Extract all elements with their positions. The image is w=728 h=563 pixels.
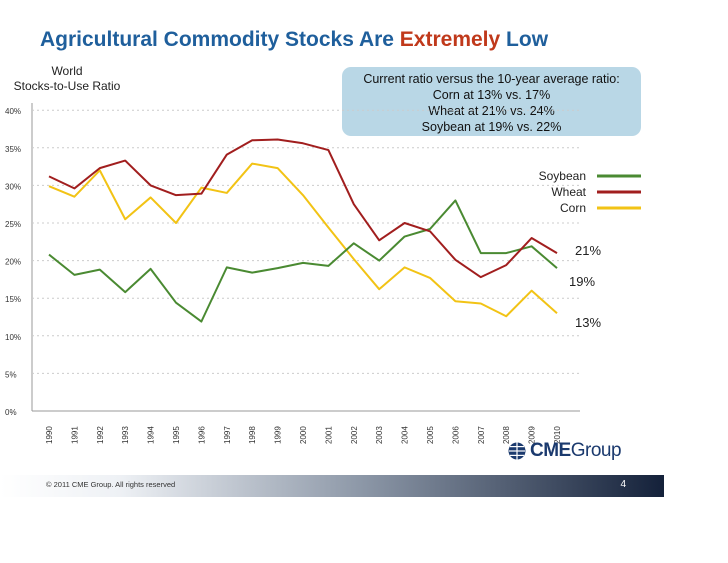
x-tick-label: 1998: [248, 426, 257, 444]
x-tick-label: 2008: [502, 426, 511, 444]
series-line-soybean: [48, 199, 558, 323]
callout-line: Wheat at 21% vs. 24%: [428, 104, 555, 118]
x-tick-label: 2009: [528, 426, 537, 444]
logo-group: Group: [570, 440, 622, 461]
y-tick-label: 15%: [5, 295, 21, 304]
y-tick-label: 5%: [5, 370, 17, 379]
y-tick-label: 10%: [5, 333, 21, 342]
y-axis-label-line2: Stocks-to-Use Ratio: [13, 79, 121, 93]
x-tick-label: 2003: [375, 426, 384, 444]
series-line-wheat: [48, 138, 558, 279]
legend-label-corn: Corn: [560, 201, 586, 215]
x-tick-label: 2002: [350, 426, 359, 444]
x-tick-label: 1993: [121, 426, 130, 444]
x-tick-label: 1996: [197, 426, 206, 444]
x-tick-label: 1992: [96, 426, 105, 444]
logo-wordmark: CMEGroup: [530, 440, 622, 462]
series-line-corn: [48, 162, 558, 318]
title-tail: Low: [500, 28, 549, 51]
slide-title: Agricultural Commodity Stocks Are Extrem…: [40, 28, 548, 52]
x-tick-label: 1990: [45, 426, 54, 444]
callout-line: Current ratio versus the 10-year average…: [363, 72, 620, 86]
y-tick-label: 35%: [5, 145, 21, 154]
line-chart: 0% 5% 10% 15% 20% 25% 30% 35% 40% 1990 1991 1992 199…: [5, 103, 641, 444]
callout-box: Current ratio versus the 10-year average…: [342, 67, 641, 136]
logo-cme: CME: [530, 440, 571, 461]
x-tick-label: 2000: [299, 426, 308, 444]
y-axis-label-line1: World: [51, 64, 83, 78]
title-accent: Extremely: [399, 28, 501, 51]
title-main: Agricultural Commodity Stocks Are: [40, 28, 400, 51]
globe-icon: [508, 442, 526, 460]
y-tick-label: 30%: [5, 182, 21, 191]
x-tick-label: 2007: [477, 426, 486, 444]
end-label-wheat: 21%: [575, 243, 601, 258]
x-tick-label: 1995: [172, 426, 181, 444]
end-label-corn: 13%: [575, 315, 601, 330]
x-tick-label: 1997: [223, 426, 232, 444]
x-tick-label: 1991: [70, 426, 79, 444]
y-axis-label: World Stocks-to-Use Ratio: [8, 64, 126, 94]
copyright-text: © 2011 CME Group. All rights reserved: [46, 480, 176, 489]
end-label-soybean: 19%: [569, 274, 595, 289]
page-number: 4: [620, 479, 626, 490]
y-tick-label: 40%: [5, 107, 21, 116]
y-tick-label: 20%: [5, 258, 21, 267]
x-tick-label: 2001: [324, 426, 333, 444]
legend-label-soybean: Soybean: [539, 169, 586, 183]
y-tick-label: 25%: [5, 220, 21, 229]
cme-group-logo: CMEGroup: [508, 440, 633, 464]
x-tick-label: 1999: [274, 426, 283, 444]
y-tick-label: 0%: [5, 408, 17, 417]
x-tick-label: 2010: [553, 426, 562, 444]
x-tick-label: 1994: [147, 426, 156, 444]
x-tick-label: 2004: [401, 426, 410, 444]
callout-line: Corn at 13% vs. 17%: [432, 88, 551, 102]
callout-line: Soybean at 19% vs. 22%: [421, 120, 562, 134]
x-tick-label: 2005: [426, 426, 435, 444]
footer-bar: © 2011 CME Group. All rights reserved 4: [0, 475, 664, 497]
x-tick-label: 2006: [451, 426, 460, 444]
legend-label-wheat: Wheat: [551, 185, 586, 199]
